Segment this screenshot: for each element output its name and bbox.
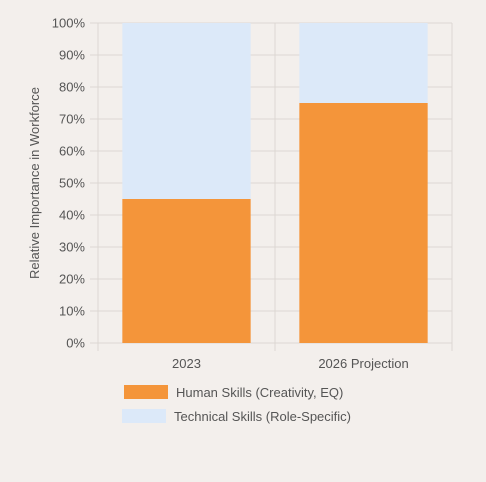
y-tick-label: 40% [59,208,85,223]
legend-label-human-skills: Human Skills (Creativity, EQ) [176,384,344,400]
y-tick-label: 90% [59,48,85,63]
x-tick-label: 2023 [172,356,201,371]
bar-segment-human-skills[interactable] [299,103,428,343]
y-tick-label: 50% [59,176,85,191]
bars [122,23,428,343]
legend-label-technical-skills: Technical Skills (Role-Specific) [174,408,351,424]
y-tick-label: 30% [59,240,85,255]
bar-segment-technical-skills[interactable] [299,23,428,103]
y-tick-label: 80% [59,80,85,95]
y-tick-label: 10% [59,304,85,319]
bar-segment-human-skills[interactable] [122,199,251,343]
legend: Human Skills (Creativity, EQ) Technical … [122,384,351,432]
x-tick-label: 2026 Projection [318,356,408,371]
y-tick-label: 70% [59,112,85,127]
legend-item-technical-skills[interactable]: Technical Skills (Role-Specific) [122,408,351,424]
y-tick-label: 0% [66,336,85,351]
legend-swatch-technical-skills [122,409,166,423]
y-tick-label: 20% [59,272,85,287]
y-tick-label: 60% [59,144,85,159]
bar-segment-technical-skills[interactable] [122,23,251,199]
y-tick-label: 100% [52,16,86,31]
legend-swatch-human-skills [124,385,168,399]
axes: 0% 10% 20% 30% 40% 50% 60% 70% 80% 90% 100% 2023 202… [52,16,409,372]
legend-item-human-skills[interactable]: Human Skills (Creativity, EQ) [124,384,351,400]
y-axis-title: Relative Importance in Workforce [27,87,42,279]
